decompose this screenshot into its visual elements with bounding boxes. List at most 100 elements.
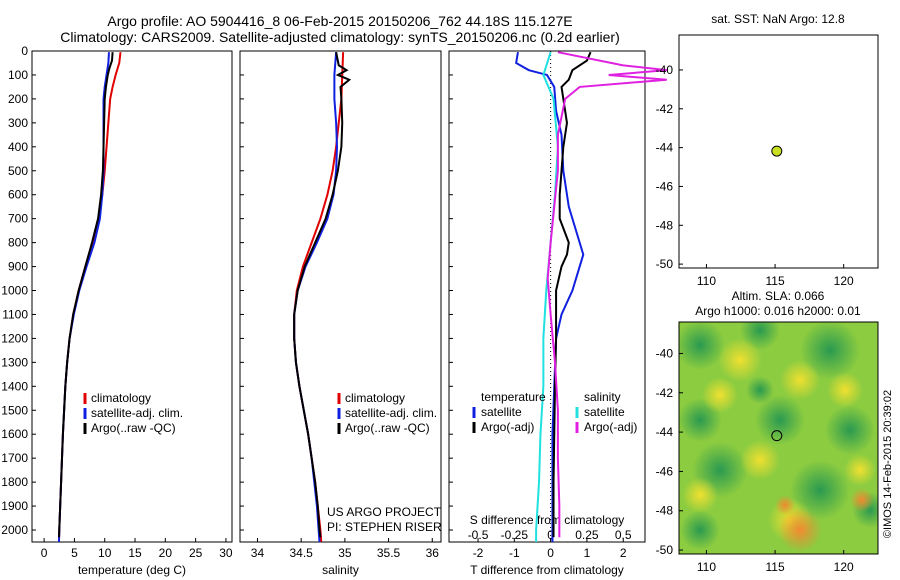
depth-tick-label: 700 — [8, 212, 28, 226]
heatmap-blob — [740, 440, 780, 480]
depth-tick-label: 600 — [8, 188, 28, 202]
lat-tick-label: -42 — [656, 102, 674, 116]
lon-tick-label: 120 — [834, 560, 854, 574]
salinity-tick-label: 35.5 — [377, 546, 401, 560]
temperature-tick-label: 20 — [159, 546, 173, 560]
difference-series-t-satellite — [515, 52, 585, 542]
depth-tick-label: 0 — [21, 44, 28, 58]
heatmap-blob — [755, 395, 805, 445]
depth-tick-label: 400 — [8, 140, 28, 154]
salinity-tick-label: 36 — [426, 546, 440, 560]
difference-panel-frame — [448, 50, 646, 543]
legend-title-salinity: salinity — [584, 390, 621, 404]
depth-tick-label: 1200 — [1, 331, 28, 345]
imos-credit: ©IMOS 14-Feb-2015 20:39:02 — [882, 390, 894, 538]
location-map-title: sat. SST: NaN Argo: 12.8 — [711, 12, 845, 26]
depth-tick-label: 100 — [8, 68, 28, 82]
lon-tick-label: 110 — [697, 560, 716, 574]
heatmap-blob — [850, 488, 874, 512]
difference-series-s-satellite — [535, 51, 559, 542]
difference-legend-label: satellite — [481, 405, 522, 419]
difference-legend-label: satellite — [584, 405, 625, 419]
temperature-legend-label: satellite-adj. clim. — [91, 406, 183, 420]
lat-tick-label: -46 — [656, 179, 674, 193]
salinity-series-argo — [293, 52, 352, 538]
depth-tick-label: 200 — [8, 92, 28, 106]
sdiff-tick-label: 0 — [547, 528, 554, 542]
heatmap-blob — [679, 322, 725, 370]
depth-tick-label: 1000 — [1, 284, 28, 298]
heatmap-blob — [718, 338, 762, 382]
tdiff-tick-label: -1 — [509, 546, 520, 560]
difference-legend-label: Argo(-adj) — [481, 420, 534, 434]
location-map-frame — [678, 34, 879, 269]
temperature-tick-label: 0 — [41, 546, 48, 560]
tdiff-tick-label: 1 — [584, 546, 591, 560]
depth-tick-label: 1500 — [1, 403, 28, 417]
lon-tick-label: 110 — [697, 274, 716, 288]
salinity-tick-label: 34 — [251, 546, 265, 560]
heatmap-blob — [825, 405, 875, 455]
lat-tick-label: -44 — [656, 141, 674, 155]
altim-title-line2: Argo h1000: 0.016 h2000: 0.01 — [695, 304, 861, 318]
argo-location-marker — [771, 145, 783, 157]
depth-tick-label: 900 — [8, 260, 28, 274]
heatmap-blob — [682, 477, 718, 513]
salinity-tick-label: 34.5 — [289, 546, 313, 560]
temperature-tick-label: 30 — [219, 546, 233, 560]
salinity-axis-label: salinity — [322, 563, 359, 577]
temperature-axis-label: temperature (deg C) — [78, 563, 186, 577]
salinity-panel-frame — [239, 50, 442, 543]
heatmap-blob — [746, 376, 774, 404]
depth-tick-label: 1100 — [2, 307, 28, 321]
salinity-legend-label: climatology — [345, 391, 405, 405]
lon-tick-label: 115 — [765, 560, 784, 574]
depth-tick-label: 1300 — [1, 355, 28, 369]
salinity-legend-label: Argo(..raw -QC) — [345, 421, 430, 435]
heatmap-blob — [680, 510, 720, 550]
temperature-tick-label: 15 — [128, 546, 142, 560]
salinity-legend-label: satellite-adj. clim. — [345, 406, 437, 420]
altimetry-heatmap — [679, 322, 878, 554]
depth-tick-label: 800 — [8, 236, 28, 250]
altim-title-line1: Altim. SLA: 0.066 — [732, 289, 825, 303]
temperature-legend-label: climatology — [91, 391, 151, 405]
temperature-series-satellite — [57, 52, 110, 543]
sdiff-tick-label: -0.25 — [501, 528, 529, 542]
lat-tick-label: -48 — [656, 218, 674, 232]
sdiff-axis-label: S difference from climatology — [470, 513, 625, 527]
tdiff-tick-label: 2 — [620, 546, 627, 560]
sdiff-tick-label: 0.25 — [575, 528, 599, 542]
depth-tick-label: 1400 — [1, 379, 28, 393]
legend-title-temperature: temperature — [481, 390, 546, 404]
lat-tick-label: -44 — [656, 425, 674, 439]
heatmap-blob — [800, 322, 860, 380]
heatmap-blob — [778, 508, 822, 552]
difference-series-s-argo — [546, 51, 667, 538]
lat-tick-label: -50 — [656, 543, 674, 557]
depth-tick-label: 1700 — [1, 451, 28, 465]
tdiff-axis-label: T difference from climatology — [470, 563, 624, 577]
temperature-tick-label: 25 — [189, 546, 203, 560]
temperature-panel-frame — [31, 50, 233, 543]
salinity-tick-label: 35 — [338, 546, 352, 560]
difference-legend-label: Argo(-adj) — [584, 420, 637, 434]
sdiff-tick-label: -0.5 — [468, 528, 489, 542]
depth-tick-label: 1600 — [1, 427, 28, 441]
temperature-tick-label: 10 — [98, 546, 112, 560]
depth-tick-label: 500 — [8, 164, 28, 178]
depth-tick-label: 300 — [8, 116, 28, 130]
lat-tick-label: -40 — [656, 63, 674, 77]
argo-altim-marker — [771, 430, 783, 442]
plot-title-line1: Argo profile: AO 5904416_8 06-Feb-2015 2… — [107, 13, 573, 29]
tdiff-tick-label: 0 — [547, 546, 554, 560]
temperature-legend-label: Argo(..raw -QC) — [91, 421, 176, 435]
lon-tick-label: 120 — [834, 274, 854, 288]
lat-tick-label: -42 — [656, 386, 674, 400]
lat-tick-label: -40 — [656, 346, 674, 360]
heatmap-blob — [702, 377, 738, 413]
heatmap-blob — [775, 495, 795, 515]
lat-tick-label: -50 — [656, 257, 674, 271]
project-annotation: US ARGO PROJECT — [327, 505, 442, 519]
